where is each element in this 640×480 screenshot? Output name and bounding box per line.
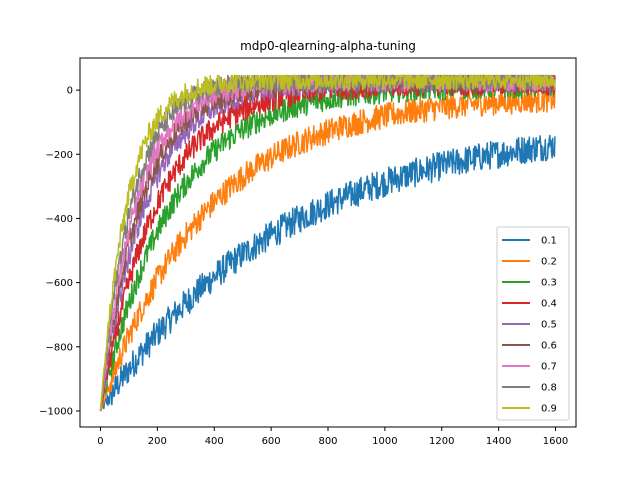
legend-label: 0.6 xyxy=(541,341,557,352)
x-tick-label: 800 xyxy=(318,436,337,447)
series-line-0.7 xyxy=(99,74,556,412)
legend: 0.1 0.2 0.3 0.4 0.5 0.6 0.7 0.8 0.9 xyxy=(496,226,570,421)
x-tick-label: 1600 xyxy=(543,436,568,447)
chart-title: mdp0-qlearning-alpha-tuning xyxy=(240,39,416,53)
y-tick-label: −600 xyxy=(46,278,73,289)
y-tick-label: −800 xyxy=(46,342,73,353)
legend-box xyxy=(496,226,570,421)
legend-label: 0.7 xyxy=(541,362,557,373)
legend-label: 0.4 xyxy=(541,299,557,310)
x-axis: 0 200 400 600 800 1000 1200 1400 1600 xyxy=(97,427,568,447)
y-tick-label: −400 xyxy=(46,214,73,225)
legend-label: 0.8 xyxy=(541,383,557,394)
x-tick-label: 1400 xyxy=(486,436,511,447)
series-line-0.1 xyxy=(99,134,556,412)
y-axis: −1000 −800 −600 −400 −200 0 xyxy=(39,86,80,417)
legend-label: 0.1 xyxy=(541,236,557,247)
series-layer xyxy=(99,74,556,412)
y-tick-label: −200 xyxy=(46,150,73,161)
x-tick-label: 1000 xyxy=(372,436,397,447)
series-line-0.9 xyxy=(99,74,556,412)
legend-label: 0.9 xyxy=(541,404,557,415)
x-tick-label: 0 xyxy=(97,436,103,447)
y-tick-label: −1000 xyxy=(39,406,73,417)
legend-label: 0.5 xyxy=(541,320,557,331)
x-tick-label: 200 xyxy=(148,436,167,447)
x-tick-label: 1200 xyxy=(429,436,454,447)
x-tick-label: 400 xyxy=(205,436,224,447)
legend-label: 0.2 xyxy=(541,257,557,268)
x-tick-label: 600 xyxy=(262,436,281,447)
y-tick-label: 0 xyxy=(67,86,73,97)
legend-label: 0.3 xyxy=(541,278,557,289)
